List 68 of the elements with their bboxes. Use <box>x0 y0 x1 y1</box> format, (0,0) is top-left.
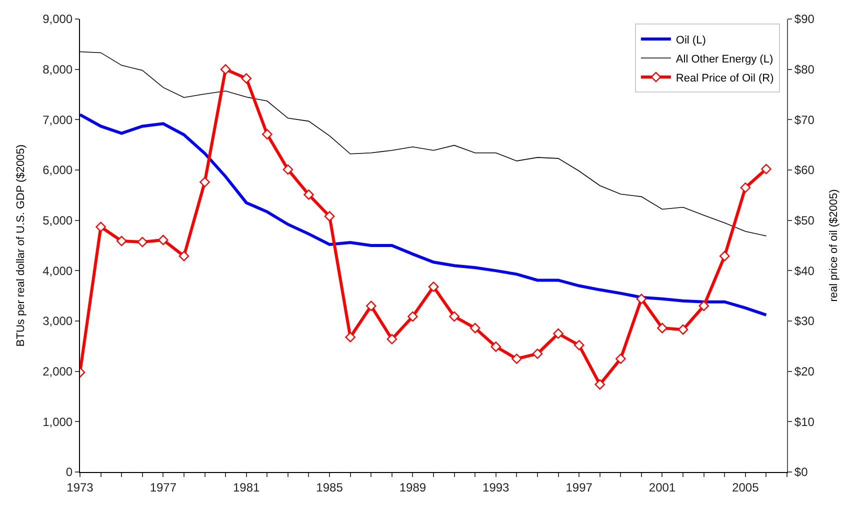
point <box>116 236 127 246</box>
point <box>324 211 335 222</box>
y-tick-label: 8,000 <box>42 62 73 77</box>
point <box>678 324 688 335</box>
y2-tick-label: $40 <box>794 264 815 278</box>
legend-label: Real Price of Oil (R) <box>676 72 774 84</box>
x-tick-label: 1981 <box>233 480 260 494</box>
point <box>282 164 294 175</box>
y-tick-label: 3,000 <box>42 314 73 328</box>
point <box>449 311 460 322</box>
y2-tick-label: $50 <box>794 214 815 228</box>
y-tick-label: 2,000 <box>42 364 73 379</box>
point <box>636 294 647 304</box>
point <box>490 342 502 352</box>
y-tick-label: 9,000 <box>42 12 73 26</box>
point <box>200 176 210 188</box>
y-tick-label: 1,000 <box>42 414 73 429</box>
y2-tick-label: $20 <box>794 364 815 379</box>
legend-label: All Other Energy (L) <box>676 53 774 66</box>
point <box>366 300 376 312</box>
legend-label: Oil (L) <box>676 34 706 46</box>
y-axis-title: BTUs per real dollar of U.S. GDP ($2005) <box>15 144 28 347</box>
point <box>740 182 751 193</box>
point <box>178 250 190 262</box>
point <box>428 282 439 292</box>
point <box>698 300 709 312</box>
x-tick-label: 1993 <box>482 480 510 494</box>
point <box>761 164 772 174</box>
point <box>657 322 668 334</box>
y-tick-label: 7,000 <box>42 112 73 127</box>
x-tick-label: 1985 <box>316 480 344 494</box>
x-tick-label: 1989 <box>399 480 426 494</box>
x-tick-label: 2005 <box>732 480 760 494</box>
point <box>220 64 231 74</box>
y2-tick-label: $70 <box>794 112 815 127</box>
point <box>386 334 398 344</box>
point <box>616 354 626 364</box>
point <box>553 328 564 339</box>
y2-tick-label: $80 <box>794 62 815 77</box>
x-tick-label: 1977 <box>150 480 177 494</box>
point <box>408 311 418 322</box>
point <box>262 129 272 140</box>
y2-axis-title: real price of oil ($2005) <box>828 189 840 302</box>
y2-tick-label: $10 <box>794 414 815 429</box>
y2-tick-label: $0 <box>794 465 808 480</box>
point <box>594 379 605 390</box>
y2-tick-label: $90 <box>794 12 815 26</box>
x-tick-label: 2001 <box>648 480 676 494</box>
point <box>304 190 314 200</box>
x-tick-label: 1973 <box>66 480 94 494</box>
y-tick-label: 0 <box>66 465 73 480</box>
point <box>470 322 480 334</box>
point <box>158 234 168 246</box>
y2-tick-label: $60 <box>794 163 815 178</box>
point <box>96 222 106 232</box>
point <box>137 236 148 248</box>
y-tick-label: 5,000 <box>42 214 73 228</box>
point <box>532 348 543 359</box>
x-tick-label: 1997 <box>566 480 593 494</box>
y-tick-label: 6,000 <box>42 163 73 178</box>
point <box>719 250 730 262</box>
point <box>512 354 522 364</box>
y-tick-label: 4,000 <box>42 264 73 278</box>
point <box>574 340 584 350</box>
point <box>345 332 356 342</box>
point <box>241 73 252 84</box>
y2-tick-label: $30 <box>794 314 815 328</box>
line-series <box>80 113 768 316</box>
